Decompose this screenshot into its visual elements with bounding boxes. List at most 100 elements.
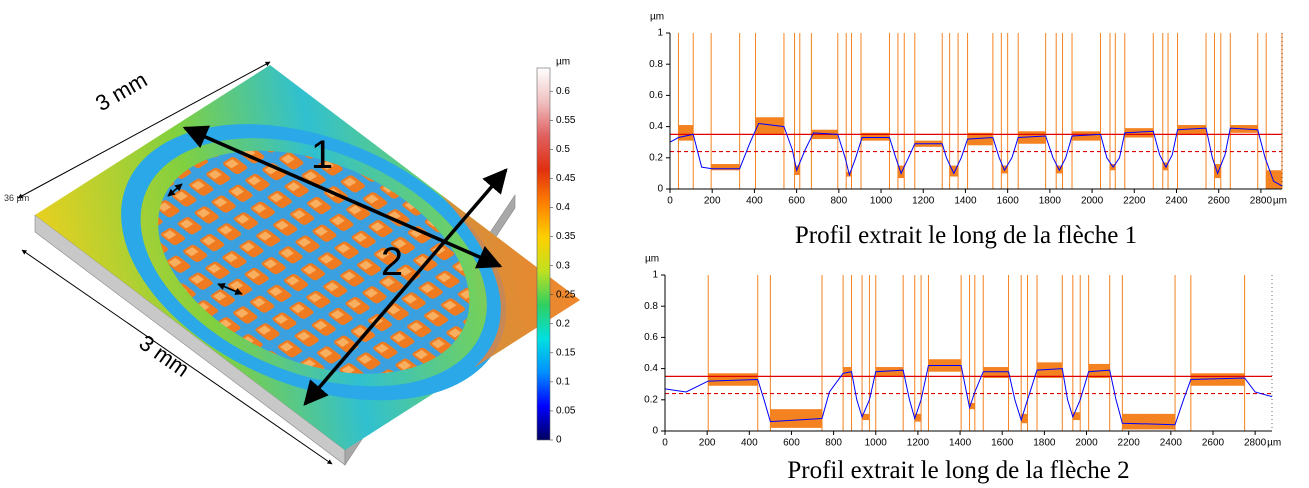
x-tick-label: 2400 [1160, 438, 1183, 449]
profile-chart: 0 0.2 0.4 0.6 0.8 1 0 200 400 600 800 1000 1200 1400 1… [649, 12, 1287, 249]
segment [678, 125, 694, 141]
x-tick-label: 2600 [1202, 438, 1225, 449]
small-arrow [217, 283, 243, 295]
y-tick-label: 0.4 [644, 363, 658, 374]
colorbar: µm 0 0.05 0.1 0.15 0.2 0.25 0.3 0.35 0.4 0.45 0.5 0… [536, 57, 576, 446]
y-unit: µm [645, 254, 659, 265]
profile-line [664, 364, 1273, 426]
segment [914, 413, 922, 422]
colorbar-tick-label: 0.55 [556, 115, 576, 126]
x-tick-label: 800 [825, 438, 842, 449]
x-tick-label: 400 [741, 438, 758, 449]
profile-arrow [303, 168, 508, 406]
segment [862, 413, 870, 421]
surface-view: 3 mm 3 mm 1 2 36 µm [4, 61, 580, 466]
y-unit: µm [650, 12, 664, 23]
segment [969, 402, 975, 410]
x-tick-label: 2200 [1123, 196, 1146, 207]
segment [875, 367, 904, 377]
x-tick-label: 1200 [912, 196, 935, 207]
y-tick-label: 0.8 [649, 59, 663, 70]
x-tick-label: 1000 [870, 196, 893, 207]
segment [770, 409, 823, 428]
segment [1072, 131, 1101, 141]
segment [1214, 164, 1221, 179]
segment [1036, 362, 1063, 378]
colorbar-tick-label: 0.4 [556, 202, 570, 213]
segment [860, 132, 890, 141]
y-tick-label: 0.8 [644, 301, 658, 312]
x-tick-label: 1200 [907, 438, 930, 449]
y-tick-label: 1 [657, 28, 663, 39]
dimension-arrow [17, 61, 271, 199]
x-tick-label: 600 [783, 438, 800, 449]
x-tick-label: 1400 [954, 196, 977, 207]
x-tick-label: 2600 [1208, 196, 1231, 207]
x-tick-label: 2800 [1250, 196, 1273, 207]
colorbar-tick-label: 0.35 [556, 231, 576, 242]
colorbar-ramp [536, 67, 551, 441]
colorbar-tick-label: 0.25 [556, 289, 576, 300]
caption: Profil extrait le long de la flèche 1 [795, 222, 1137, 249]
x-tick-label: 2200 [1118, 438, 1141, 449]
x-tick-label: 400 [746, 196, 763, 207]
colorbar-tick-label: 0.5 [556, 144, 570, 155]
colorbar-tick-label: 0.1 [556, 377, 570, 388]
x-tick-label: 1800 [1033, 438, 1056, 449]
x-tick-label: 0 [662, 438, 668, 449]
x-unit: µm [1273, 196, 1287, 207]
arrow-label: 2 [381, 240, 403, 284]
x-tick-label: 1600 [997, 196, 1020, 207]
x-tick-label: 0 [667, 196, 673, 207]
profile-line [669, 122, 1283, 187]
profile-charts: 00.20.40.60.810 200 400 600 800 1000 1200 1400 1… [644, 12, 1287, 484]
colorbar-tick-label: 0.15 [556, 347, 576, 358]
segment [755, 117, 784, 135]
x-tick-label: 1800 [1039, 196, 1062, 207]
segment [711, 164, 740, 171]
x-tick-label: 2000 [1081, 196, 1104, 207]
segment [1177, 125, 1207, 135]
x-tick-label: 2000 [1075, 438, 1098, 449]
colorbar-tick-label: 0 [556, 435, 562, 446]
x-tick-label: 1400 [949, 438, 972, 449]
segment [983, 367, 1009, 378]
dimension-label: 3 mm [91, 67, 151, 116]
colorbar-tick-label: 0.45 [556, 173, 576, 184]
y-tick-label: 0.2 [649, 152, 663, 163]
colorbar-tick-label: 0.3 [556, 260, 570, 271]
x-unit: µm [1267, 438, 1281, 449]
colorbar-unit: µm [556, 57, 570, 68]
profile-chart: 0 0.2 0.4 0.6 0.8 1 0 200 400 600 800 1000 1200 1400 1… [644, 254, 1281, 484]
arrow-label: 1 [311, 133, 333, 177]
dimension-arrow [21, 249, 333, 465]
surface-top [35, 65, 580, 450]
y-tick-label: 0.6 [649, 90, 663, 101]
y-tick-label: 0.4 [649, 121, 663, 132]
colorbar-tick-label: 0.05 [556, 406, 576, 417]
small-arrow [167, 183, 183, 197]
y-tick-label: 1 [652, 270, 658, 281]
segment [843, 367, 852, 377]
segment [1122, 413, 1176, 430]
segment [1124, 128, 1154, 138]
colorbar-tick-label: 0.2 [556, 318, 570, 329]
x-tick-label: 2400 [1165, 196, 1188, 207]
x-tick-label: 600 [788, 196, 805, 207]
caption: Profil extrait le long de la flèche 2 [787, 457, 1129, 484]
x-tick-label: 1000 [865, 438, 888, 449]
x-tick-label: 1600 [991, 438, 1014, 449]
colorbar-tick-label: 0.6 [556, 86, 570, 97]
segment [1266, 170, 1282, 189]
x-tick-label: 200 [699, 438, 716, 449]
height-label: 36 µm [4, 193, 29, 203]
x-tick-label: 800 [830, 196, 847, 207]
y-tick-label: 0.6 [644, 332, 658, 343]
y-tick-label: 0 [652, 426, 658, 437]
segment [967, 132, 993, 146]
y-tick-label: 0.2 [644, 394, 658, 405]
y-tick-label: 0 [657, 184, 663, 195]
segment [949, 165, 959, 177]
x-tick-label: 2800 [1244, 438, 1267, 449]
